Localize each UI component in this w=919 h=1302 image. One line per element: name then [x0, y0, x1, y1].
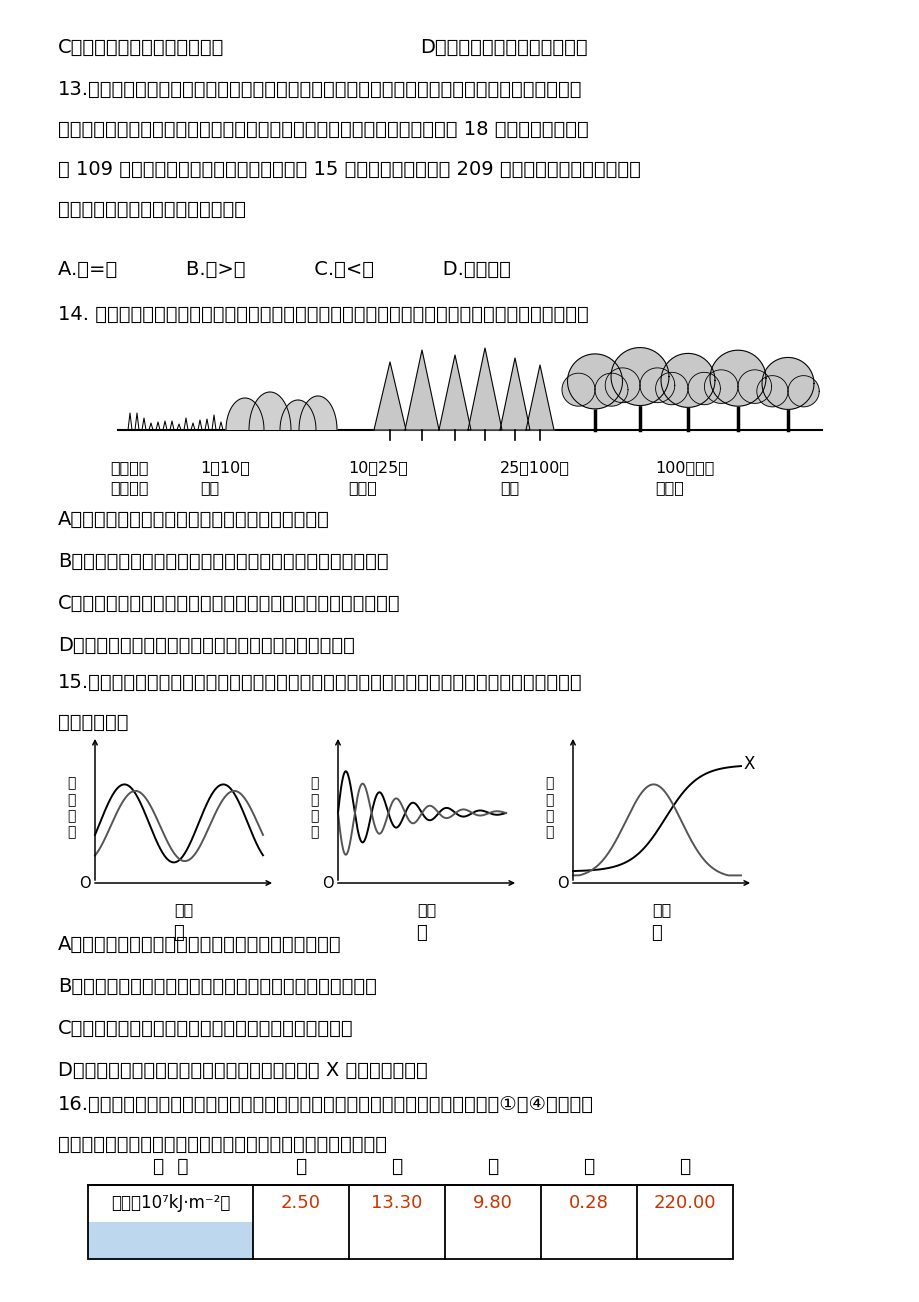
Text: 16.下表是一个相对封闭的生态系统中五个种群（存在着营养关系）的能量调查；图①～④是根据该: 16.下表是一个相对封闭的生态系统中五个种群（存在着营养关系）的能量调查；图①～… [58, 1095, 594, 1115]
Text: 时间: 时间 [175, 902, 193, 917]
Polygon shape [704, 370, 737, 404]
Text: D．图丙中实验初期，种内互助与竞争并存，后期 X 的种内斗争加剧: D．图丙中实验初期，种内互助与竞争并存，后期 X 的种内斗争加剧 [58, 1061, 427, 1079]
Text: 丙: 丙 [651, 924, 662, 943]
Text: 能量（10⁷kJ·m⁻²）: 能量（10⁷kJ·m⁻²） [110, 1194, 230, 1212]
Text: O: O [557, 875, 568, 891]
Text: C．在演替过程中，群落的垂直结构发生了变化，但水平结构未变: C．在演替过程中，群落的垂直结构发生了变化，但水平结构未变 [58, 594, 400, 613]
Text: 丙: 丙 [487, 1157, 498, 1176]
Polygon shape [299, 396, 336, 430]
Text: 9.80: 9.80 [472, 1194, 513, 1212]
Text: 时间: 时间 [652, 902, 671, 917]
Polygon shape [640, 368, 674, 402]
Polygon shape [468, 348, 502, 430]
Polygon shape [567, 354, 622, 409]
Text: C．甲、乙、丙分别表示的是互利共生、竞争、捕食关系: C．甲、乙、丙分别表示的是互利共生、竞争、捕食关系 [58, 1019, 353, 1038]
Polygon shape [562, 374, 595, 406]
Text: 硬木林: 硬木林 [654, 480, 683, 495]
Text: 种  群: 种 群 [153, 1157, 188, 1176]
Polygon shape [499, 358, 529, 430]
Polygon shape [788, 376, 818, 406]
Text: 13.某生物课外兴趣小组对甲、乙两地土壤中的小动物类群丰富度进行了调查研究，每次随机取相同: 13.某生物课外兴趣小组对甲、乙两地土壤中的小动物类群丰富度进行了调查研究，每次… [58, 79, 582, 99]
Text: 乙: 乙 [391, 1157, 403, 1176]
Polygon shape [761, 358, 813, 409]
Polygon shape [404, 350, 438, 430]
Text: 甲: 甲 [295, 1157, 306, 1176]
Text: O: O [322, 875, 334, 891]
Text: 时间: 时间 [417, 902, 437, 917]
Polygon shape [438, 355, 471, 430]
Text: B．在演替过程中，植物种类发生变化，动物种类也会随之改变: B．在演替过程中，植物种类发生变化，动物种类也会随之改变 [58, 552, 388, 572]
Text: 14. 如图表示某弃耕农田植物种类随时间变化的情况。有关该地群落变化的叙述，正确的是（　　）: 14. 如图表示某弃耕农田植物种类随时间变化的情况。有关该地群落变化的叙述，正确… [58, 305, 588, 324]
Polygon shape [226, 398, 264, 430]
Text: 25～100年: 25～100年 [499, 460, 570, 475]
Polygon shape [756, 376, 788, 406]
Text: D．在演替过程中，物种丰富度增加，恢复力稳定性增强: D．在演替过程中，物种丰富度增加，恢复力稳定性增强 [58, 635, 355, 655]
Polygon shape [737, 370, 771, 404]
Text: 种
群
数
量: 种 群 数 量 [544, 777, 552, 840]
Bar [88, 1185, 732, 1259]
Text: 表数据作出的一些分析，其中与表中数据不相符合的是（　　）: 表数据作出的一些分析，其中与表中数据不相符合的是（ ） [58, 1135, 387, 1154]
Text: 13.30: 13.30 [371, 1194, 422, 1212]
Text: A.甲=乙           B.甲>乙           C.甲<乙           D.无法确定: A.甲=乙 B.甲>乙 C.甲<乙 D.无法确定 [58, 260, 510, 279]
Text: 演替年数: 演替年数 [110, 460, 148, 475]
Text: 100年以上: 100年以上 [654, 460, 713, 475]
Text: C．物种丙与物种甲为捕食关系: C．物种丙与物种甲为捕食关系 [58, 38, 224, 57]
Polygon shape [526, 365, 553, 430]
Polygon shape [661, 353, 714, 408]
Text: 是 109 个，乙地土壤中的小动物类群平均有 15 种，个体数平均值是 209 个，则甲、乙两地土壤中的: 是 109 个，乙地土壤中的小动物类群平均有 15 种，个体数平均值是 209 … [58, 160, 641, 178]
Text: 草地: 草地 [199, 480, 219, 495]
Bar [88, 1185, 732, 1223]
Text: D．能量流动方向由甲经乙到丙: D．能量流动方向由甲经乙到丙 [420, 38, 587, 57]
Text: 种
群
数
量: 种 群 数 量 [310, 777, 318, 840]
Polygon shape [279, 400, 315, 430]
Text: 15.如图甲、乙、丙分别表示在有限空间内培养（或饲养）两种生物的实验结果，下列相关的叙述错: 15.如图甲、乙、丙分别表示在有限空间内培养（或饲养）两种生物的实验结果，下列相… [58, 673, 582, 691]
Polygon shape [374, 362, 405, 430]
Text: 10～25年: 10～25年 [347, 460, 407, 475]
Text: 1～10年: 1～10年 [199, 460, 250, 475]
Polygon shape [595, 374, 628, 406]
Polygon shape [605, 368, 640, 402]
Text: 2.50: 2.50 [280, 1194, 321, 1212]
Text: A．在硬木林阶段找不到生活在草地阶段的植物种类: A．在硬木林阶段找不到生活在草地阶段的植物种类 [58, 510, 330, 529]
Text: 戊: 戊 [678, 1157, 690, 1176]
Text: 种
群
数
量: 种 群 数 量 [67, 777, 75, 840]
Text: A．豆科植物与根瘤菌的种群数量变化关系如甲图所示: A．豆科植物与根瘤菌的种群数量变化关系如甲图所示 [58, 935, 341, 954]
Text: 松林: 松林 [499, 480, 518, 495]
Text: 甲: 甲 [174, 924, 184, 943]
Polygon shape [249, 392, 290, 430]
Bar [88, 1223, 253, 1259]
Text: 体积的甲、乙两地土壤对比研究。结果发现，甲地土壤中的小动物类群平均有 18 种，个体数平均值: 体积的甲、乙两地土壤对比研究。结果发现，甲地土壤中的小动物类群平均有 18 种，… [58, 120, 588, 139]
Text: O: O [79, 875, 91, 891]
Text: 0.28: 0.28 [569, 1194, 608, 1212]
Text: 植物类别: 植物类别 [110, 480, 148, 495]
Bar [253, 1223, 732, 1259]
Text: 乙: 乙 [416, 924, 427, 943]
Polygon shape [687, 372, 720, 405]
Text: 小动物类群丰富度的大小是（　　）: 小动物类群丰富度的大小是（ ） [58, 201, 245, 219]
Text: 220.00: 220.00 [653, 1194, 716, 1212]
Polygon shape [709, 350, 766, 406]
Text: X: X [743, 755, 754, 772]
Polygon shape [610, 348, 668, 405]
Polygon shape [655, 372, 687, 405]
Text: B．大草履虫和双小核草履虫的种群数量变化关系如图丙所示: B．大草履虫和双小核草履虫的种群数量变化关系如图丙所示 [58, 976, 377, 996]
Text: 丁: 丁 [583, 1157, 594, 1176]
Text: 误的（　　）: 误的（ ） [58, 713, 129, 732]
Text: 灌木林: 灌木林 [347, 480, 377, 495]
